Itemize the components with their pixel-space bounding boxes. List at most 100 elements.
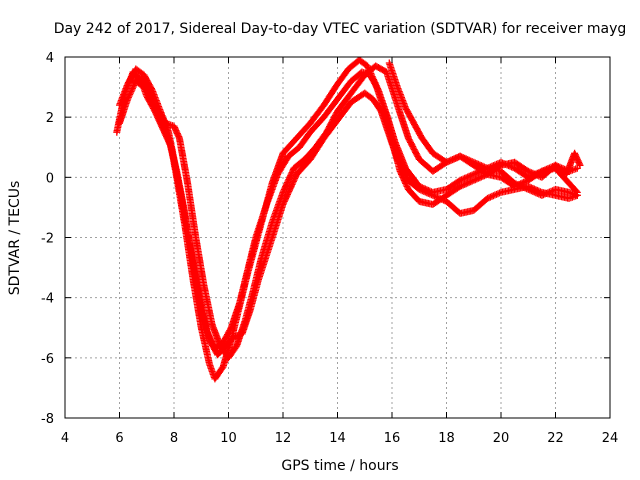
data-point — [536, 168, 544, 176]
data-point — [493, 190, 500, 198]
data-point — [488, 162, 496, 170]
y-tick-label: -4 — [41, 292, 54, 307]
data-point — [493, 160, 500, 168]
data-point — [173, 130, 181, 138]
data-point — [470, 158, 478, 166]
data-point — [527, 172, 535, 180]
data-point — [364, 62, 371, 70]
data-point — [468, 177, 476, 185]
data-point — [443, 158, 450, 166]
data-point — [130, 82, 138, 90]
data-point — [572, 152, 580, 160]
x-tick-label: 18 — [438, 431, 455, 446]
chart-title: Day 242 of 2017, Sidereal Day-to-day VTE… — [54, 21, 627, 37]
data-point — [547, 163, 555, 171]
data-point — [429, 191, 437, 199]
data-point — [436, 195, 444, 203]
data-point — [427, 191, 435, 199]
data-point — [574, 157, 582, 165]
data-point — [164, 133, 172, 141]
data-point — [459, 154, 467, 162]
data-point — [476, 174, 484, 182]
data-point — [573, 154, 581, 162]
data-point — [149, 97, 157, 105]
data-point — [500, 160, 508, 168]
data-point — [497, 158, 505, 166]
data-point — [483, 164, 491, 172]
data-point — [452, 154, 460, 162]
data-point — [126, 89, 134, 97]
data-point — [462, 155, 470, 163]
data-point — [148, 94, 155, 102]
data-point — [128, 85, 136, 93]
x-tick-label: 8 — [170, 431, 178, 446]
data-point — [532, 170, 540, 178]
data-point — [464, 156, 472, 164]
data-point — [127, 88, 135, 96]
data-point — [163, 131, 171, 139]
data-point — [174, 131, 182, 139]
data-point — [161, 127, 169, 135]
data-point — [571, 149, 579, 157]
x-tick-label: 12 — [275, 431, 292, 446]
data-point — [151, 101, 159, 109]
data-point — [511, 179, 519, 187]
axis-ticks — [64, 56, 611, 419]
data-point — [447, 156, 455, 164]
data-point — [530, 171, 538, 179]
data-point — [541, 166, 549, 174]
data-point — [170, 122, 178, 130]
data-point — [458, 153, 466, 161]
y-tick-label: 0 — [46, 171, 54, 186]
data-point — [172, 127, 180, 135]
data-point — [402, 181, 410, 189]
data-point — [526, 173, 534, 181]
x-tick-label: 14 — [329, 431, 346, 446]
data-point — [483, 194, 491, 202]
data-point — [129, 83, 137, 91]
data-point — [489, 192, 497, 200]
data-point — [542, 165, 550, 173]
data-point — [527, 184, 535, 192]
data-point — [163, 130, 170, 138]
data-point — [403, 182, 411, 190]
data-point — [464, 179, 472, 187]
data-point — [152, 103, 160, 111]
data-point — [173, 128, 181, 136]
data-point — [125, 92, 133, 100]
data-point — [467, 178, 475, 186]
data-point — [491, 161, 499, 169]
data-point — [468, 171, 476, 179]
data-point — [421, 188, 429, 196]
data-point — [573, 191, 581, 199]
data-point — [461, 180, 469, 188]
data-point — [530, 185, 538, 193]
data-point — [573, 155, 581, 163]
grid — [65, 57, 610, 418]
x-tick-label: 20 — [493, 431, 510, 446]
data-point — [417, 186, 425, 194]
data-point — [536, 188, 544, 196]
series-track-3 — [116, 77, 581, 359]
data-point — [146, 89, 153, 97]
y-tick-label: 2 — [46, 111, 54, 126]
data-point — [432, 193, 440, 201]
data-point — [446, 157, 453, 165]
data-point — [502, 160, 509, 168]
data-point — [535, 187, 543, 195]
data-point — [124, 95, 132, 103]
data-point — [453, 154, 461, 162]
data-point — [532, 186, 540, 194]
data-point — [458, 176, 466, 184]
y-tick-label: 4 — [46, 51, 54, 66]
data-point — [449, 156, 457, 164]
data-point — [486, 163, 494, 171]
series-track-5 — [385, 59, 584, 181]
data-point — [152, 104, 160, 112]
data-point — [468, 158, 476, 166]
data-markers — [113, 56, 584, 383]
data-point — [438, 195, 446, 203]
data-point — [426, 190, 434, 198]
data-point — [464, 173, 472, 181]
